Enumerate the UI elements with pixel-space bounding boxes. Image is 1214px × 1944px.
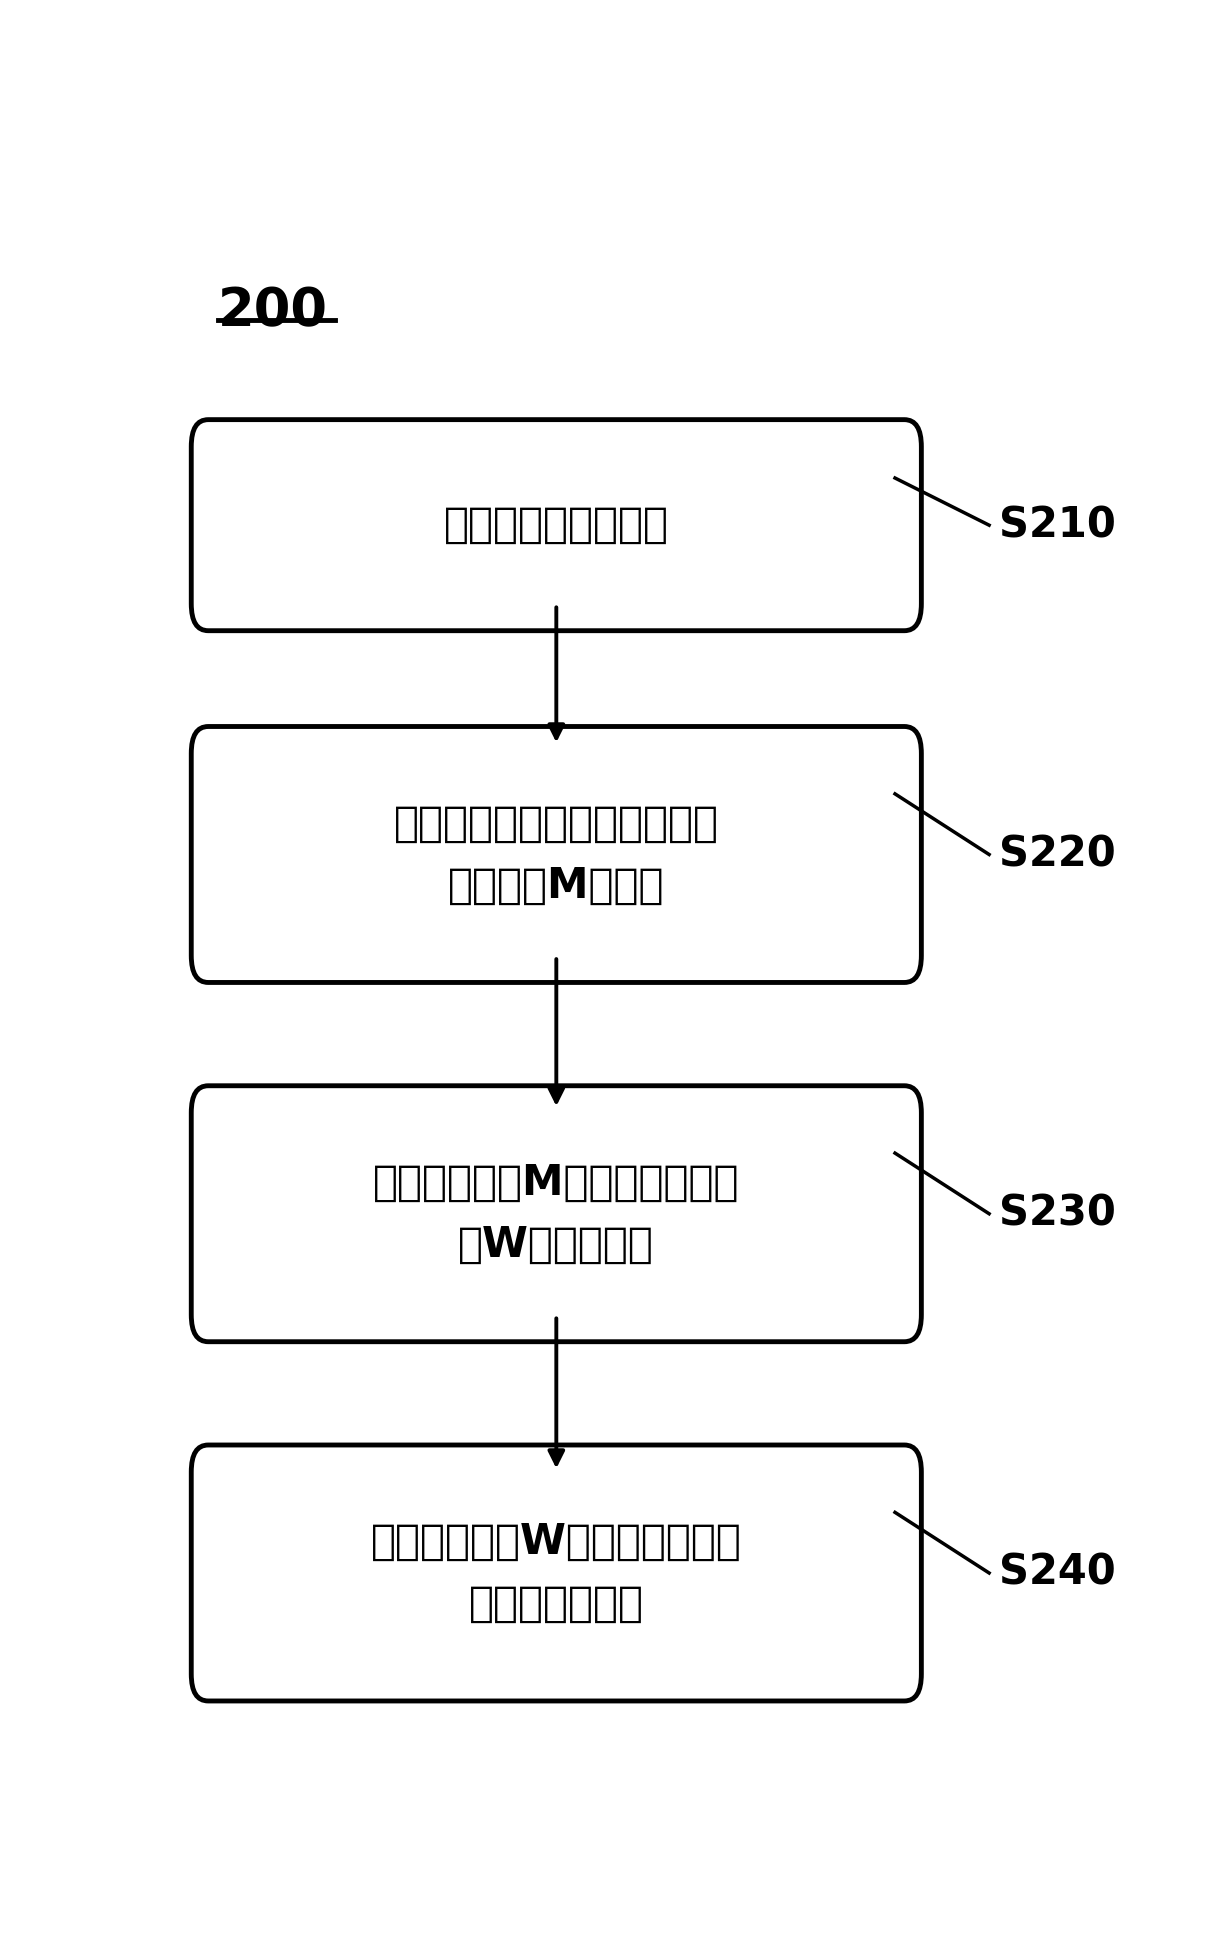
FancyBboxPatch shape: [192, 420, 921, 630]
Text: S240: S240: [999, 1551, 1116, 1594]
Text: S230: S230: [999, 1194, 1116, 1234]
Text: 200: 200: [217, 286, 328, 338]
Text: 确定候选频段的集合: 确定候选频段的集合: [444, 503, 669, 546]
Text: S220: S220: [999, 834, 1116, 875]
Text: 基于所确定的W的最优系数，得
到定位结果信息: 基于所确定的W的最优系数，得 到定位结果信息: [371, 1520, 742, 1625]
Text: 从所述候选频段的集合中选择
第一数量M个频段: 从所述候选频段的集合中选择 第一数量M个频段: [393, 803, 719, 906]
FancyBboxPatch shape: [192, 727, 921, 982]
FancyBboxPatch shape: [192, 1087, 921, 1341]
Text: 导出针对所述M个频段的组合系
数W的最优系数: 导出针对所述M个频段的组合系 数W的最优系数: [373, 1163, 739, 1266]
Text: S210: S210: [999, 503, 1116, 546]
FancyBboxPatch shape: [192, 1444, 921, 1701]
